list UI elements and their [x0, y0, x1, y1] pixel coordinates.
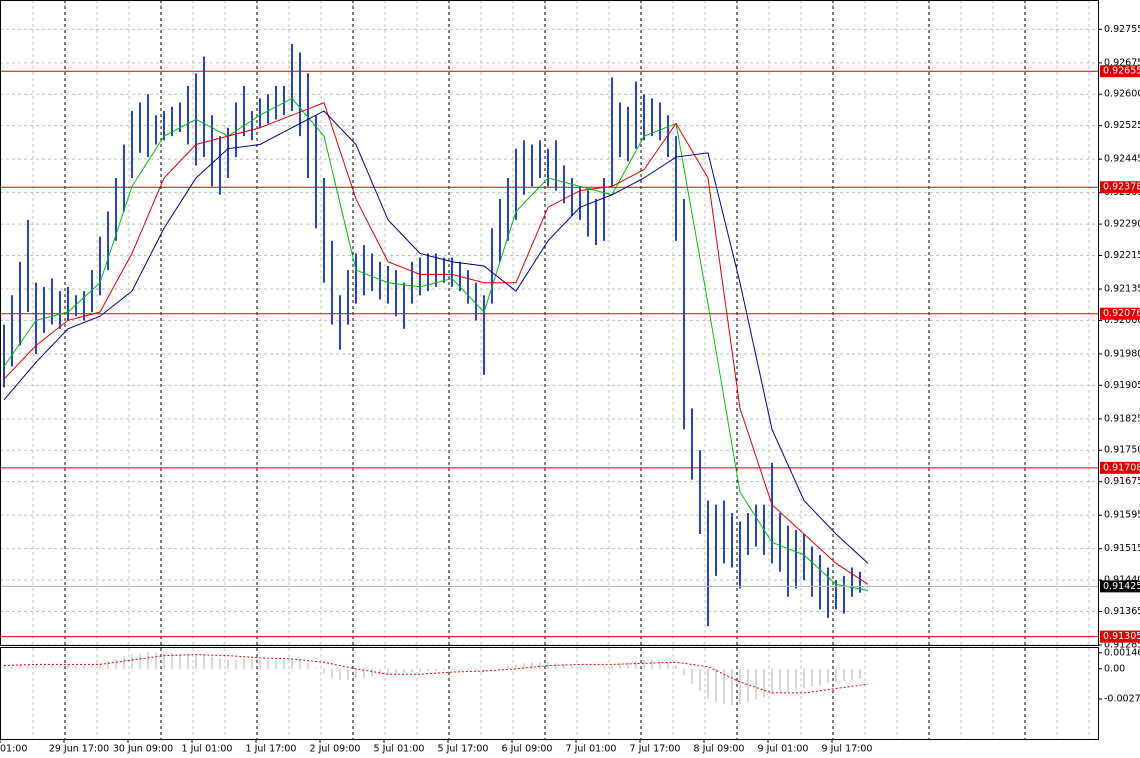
macd-tick-label: 0.00	[1104, 663, 1125, 674]
y-tick-label: 0.91675	[1104, 476, 1140, 487]
x-tick-label: 30 Jun 09:00	[113, 744, 173, 755]
current-price-label: 0.91425	[1103, 581, 1140, 592]
x-tick-label: 5 Jul 17:00	[438, 744, 489, 755]
macd-frame	[0, 647, 1099, 740]
y-tick-label: 0.92445	[1104, 154, 1140, 165]
x-tick-label: 5 Jul 01:00	[374, 744, 425, 755]
level-label: 0.92655	[1103, 66, 1140, 77]
y-tick-label: 0.92755	[1104, 24, 1140, 35]
y-tick-label: 0.91980	[1104, 348, 1140, 359]
level-label-box	[1100, 307, 1140, 320]
level-label: 0.92076	[1103, 308, 1140, 319]
level-label-box	[1100, 65, 1140, 78]
y-tick-label: 0.91825	[1104, 413, 1140, 424]
y-tick-label: 0.92215	[1104, 250, 1140, 261]
x-tick-label: 9 Jul 01:00	[758, 744, 809, 755]
y-tick-label: 0.91285	[1104, 640, 1140, 651]
y-tick-label: 0.91515	[1104, 543, 1140, 554]
y-tick-label: 0.92525	[1104, 120, 1140, 131]
x-tick-label: 1 Jul 17:00	[246, 744, 297, 755]
y-tick-label: 0.91440	[1104, 575, 1140, 586]
x-tick-label: 6 Jul 09:00	[502, 744, 553, 755]
macd-tick-label: 0.001463	[1104, 647, 1140, 658]
x-tick-label: 01:00	[0, 744, 27, 755]
x-tick-label: 7 Jul 17:00	[630, 744, 681, 755]
macd-tick-label: -0.00276	[1104, 694, 1140, 705]
y-tick-label: 0.91365	[1104, 606, 1140, 617]
y-tick-label: 0.91750	[1104, 445, 1140, 456]
x-tick-label: 7 Jul 01:00	[566, 744, 617, 755]
y-tick-label: 0.92290	[1104, 219, 1140, 230]
moving-average	[3, 101, 869, 585]
x-tick-label: 29 Jun 17:00	[49, 744, 109, 755]
y-tick-label: 0.92600	[1104, 89, 1140, 100]
y-tick-label: 0.92060	[1104, 315, 1140, 326]
y-tick-label: 0.92675	[1104, 57, 1140, 68]
current-price-box	[1100, 580, 1140, 593]
plot-area	[0, 43, 1098, 705]
main-frame	[0, 0, 1099, 646]
x-tick-label: 2 Jul 09:00	[310, 744, 361, 755]
y-tick-label: 0.91595	[1104, 510, 1140, 521]
x-tick-label: 8 Jul 09:00	[694, 744, 745, 755]
x-tick-label: 9 Jul 17:00	[822, 744, 873, 755]
x-tick-label: 1 Jul 01:00	[182, 744, 233, 755]
level-label-box	[1100, 181, 1140, 194]
axes: 0.92755 0.92675 0.92600 0.92525 0.92445 0.923…	[0, 24, 1140, 755]
moving-average	[3, 110, 869, 564]
macd-signal	[3, 654, 869, 694]
moving-average	[3, 97, 869, 592]
level-label-box	[1100, 461, 1140, 474]
level-label: 0.92378	[1103, 182, 1140, 193]
y-tick-label: 0.92135	[1104, 283, 1140, 294]
level-label-box	[1100, 630, 1140, 643]
level-label: 0.91305	[1103, 631, 1140, 642]
y-tick-label: 0.91905	[1104, 380, 1140, 391]
level-label: 0.91708	[1103, 462, 1140, 473]
